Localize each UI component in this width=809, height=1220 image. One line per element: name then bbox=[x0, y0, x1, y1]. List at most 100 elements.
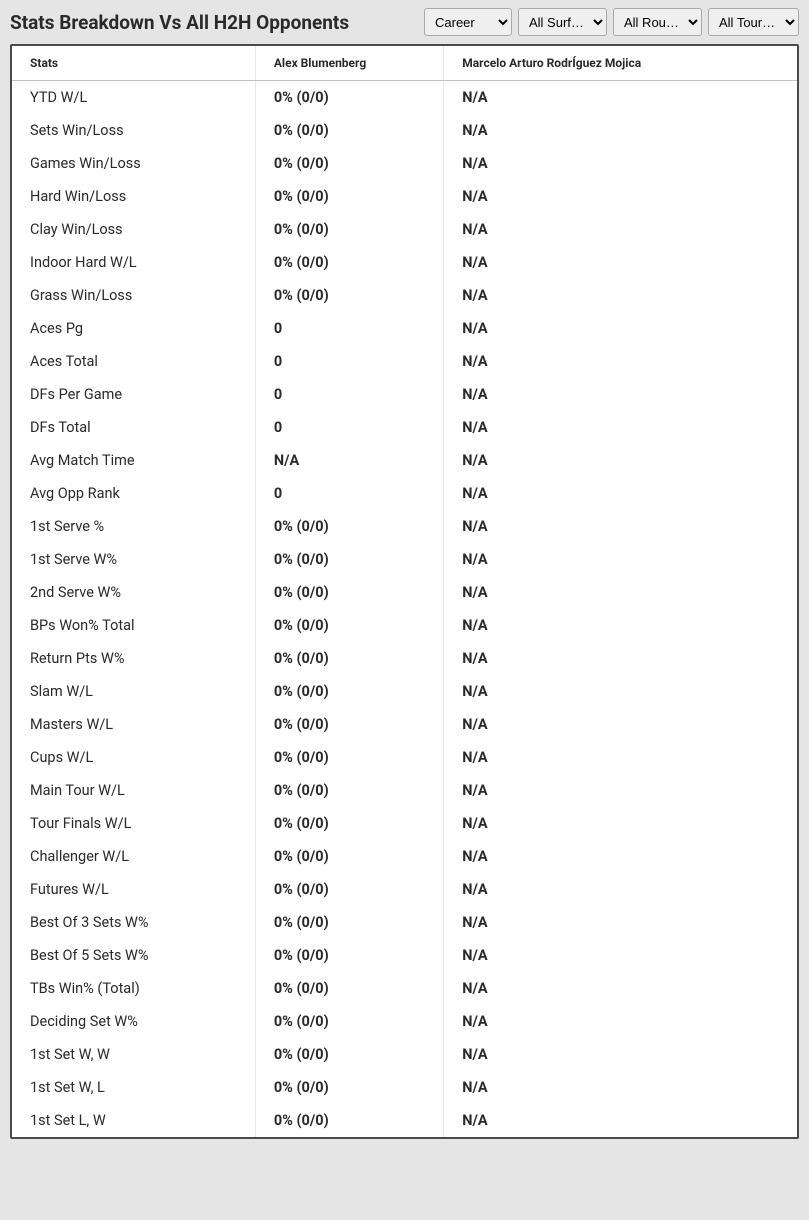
stat-value-player2: N/A bbox=[444, 1071, 797, 1104]
stat-value-player2: N/A bbox=[444, 840, 797, 873]
stat-label: Tour Finals W/L bbox=[12, 807, 255, 840]
stat-value-player1: 0% (0/0) bbox=[255, 510, 443, 543]
table-row: Cups W/L0% (0/0)N/A bbox=[12, 741, 797, 774]
stat-value-player1: 0% (0/0) bbox=[255, 873, 443, 906]
stat-label: Deciding Set W% bbox=[12, 1005, 255, 1038]
column-header-player2: Marcelo Arturo RodrÍguez Mojica bbox=[444, 46, 797, 81]
stat-label: Main Tour W/L bbox=[12, 774, 255, 807]
period-select[interactable]: Career bbox=[424, 8, 512, 36]
stat-value-player1: 0% (0/0) bbox=[255, 840, 443, 873]
stat-value-player1: 0% (0/0) bbox=[255, 114, 443, 147]
stat-value-player1: 0% (0/0) bbox=[255, 1038, 443, 1071]
page-title: Stats Breakdown Vs All H2H Opponents bbox=[10, 11, 349, 34]
table-row: Avg Opp Rank0N/A bbox=[12, 477, 797, 510]
stat-value-player2: N/A bbox=[444, 642, 797, 675]
stat-value-player2: N/A bbox=[444, 675, 797, 708]
stat-value-player2: N/A bbox=[444, 312, 797, 345]
table-row: Clay Win/Loss0% (0/0)N/A bbox=[12, 213, 797, 246]
table-row: TBs Win% (Total)0% (0/0)N/A bbox=[12, 972, 797, 1005]
stat-label: Games Win/Loss bbox=[12, 147, 255, 180]
stat-label: Return Pts W% bbox=[12, 642, 255, 675]
column-header-stats: Stats bbox=[12, 46, 255, 81]
stat-label: 1st Set W, W bbox=[12, 1038, 255, 1071]
stat-value-player2: N/A bbox=[444, 114, 797, 147]
surface-select[interactable]: All Surf… bbox=[518, 8, 607, 36]
stat-value-player1: 0 bbox=[255, 477, 443, 510]
stat-value-player2: N/A bbox=[444, 81, 797, 115]
stat-value-player2: N/A bbox=[444, 378, 797, 411]
tournament-select[interactable]: All Tour… bbox=[708, 8, 799, 36]
stat-label: Masters W/L bbox=[12, 708, 255, 741]
stat-value-player1: 0% (0/0) bbox=[255, 774, 443, 807]
stat-label: Slam W/L bbox=[12, 675, 255, 708]
stat-value-player2: N/A bbox=[444, 939, 797, 972]
table-row: 1st Serve W%0% (0/0)N/A bbox=[12, 543, 797, 576]
table-row: 1st Serve %0% (0/0)N/A bbox=[12, 510, 797, 543]
stat-value-player2: N/A bbox=[444, 246, 797, 279]
table-row: 1st Set W, W0% (0/0)N/A bbox=[12, 1038, 797, 1071]
table-row: 2nd Serve W%0% (0/0)N/A bbox=[12, 576, 797, 609]
stat-value-player1: 0% (0/0) bbox=[255, 1005, 443, 1038]
table-row: Hard Win/Loss0% (0/0)N/A bbox=[12, 180, 797, 213]
stat-value-player2: N/A bbox=[444, 906, 797, 939]
table-row: Main Tour W/L0% (0/0)N/A bbox=[12, 774, 797, 807]
table-row: 1st Set L, W0% (0/0)N/A bbox=[12, 1104, 797, 1137]
stat-label: Aces Pg bbox=[12, 312, 255, 345]
stat-label: Clay Win/Loss bbox=[12, 213, 255, 246]
stat-value-player2: N/A bbox=[444, 741, 797, 774]
round-select[interactable]: All Rou… bbox=[613, 8, 702, 36]
stat-value-player2: N/A bbox=[444, 411, 797, 444]
stat-label: Aces Total bbox=[12, 345, 255, 378]
stat-label: 1st Set W, L bbox=[12, 1071, 255, 1104]
stat-label: 1st Serve % bbox=[12, 510, 255, 543]
stat-value-player1: 0% (0/0) bbox=[255, 906, 443, 939]
stat-value-player1: 0 bbox=[255, 345, 443, 378]
stat-value-player1: 0% (0/0) bbox=[255, 279, 443, 312]
table-row: Best Of 3 Sets W%0% (0/0)N/A bbox=[12, 906, 797, 939]
table-row: Sets Win/Loss0% (0/0)N/A bbox=[12, 114, 797, 147]
stat-value-player1: 0% (0/0) bbox=[255, 180, 443, 213]
page-header: Stats Breakdown Vs All H2H Opponents Car… bbox=[0, 0, 809, 44]
stat-label: Challenger W/L bbox=[12, 840, 255, 873]
stat-value-player1: 0% (0/0) bbox=[255, 708, 443, 741]
stat-value-player2: N/A bbox=[444, 972, 797, 1005]
stat-value-player2: N/A bbox=[444, 444, 797, 477]
stat-label: Hard Win/Loss bbox=[12, 180, 255, 213]
table-row: YTD W/L0% (0/0)N/A bbox=[12, 81, 797, 115]
table-row: Aces Pg0N/A bbox=[12, 312, 797, 345]
stat-value-player1: 0% (0/0) bbox=[255, 147, 443, 180]
table-header-row: Stats Alex Blumenberg Marcelo Arturo Rod… bbox=[12, 46, 797, 81]
table-row: BPs Won% Total0% (0/0)N/A bbox=[12, 609, 797, 642]
stat-value-player1: 0% (0/0) bbox=[255, 642, 443, 675]
stat-value-player1: 0% (0/0) bbox=[255, 246, 443, 279]
table-row: Masters W/L0% (0/0)N/A bbox=[12, 708, 797, 741]
table-row: Games Win/Loss0% (0/0)N/A bbox=[12, 147, 797, 180]
stat-value-player2: N/A bbox=[444, 807, 797, 840]
table-row: Best Of 5 Sets W%0% (0/0)N/A bbox=[12, 939, 797, 972]
stat-value-player1: 0% (0/0) bbox=[255, 807, 443, 840]
table-row: Futures W/L0% (0/0)N/A bbox=[12, 873, 797, 906]
table-row: Indoor Hard W/L0% (0/0)N/A bbox=[12, 246, 797, 279]
stat-value-player1: 0% (0/0) bbox=[255, 741, 443, 774]
table-row: Challenger W/L0% (0/0)N/A bbox=[12, 840, 797, 873]
stat-value-player1: 0% (0/0) bbox=[255, 939, 443, 972]
table-row: DFs Per Game0N/A bbox=[12, 378, 797, 411]
stat-label: Indoor Hard W/L bbox=[12, 246, 255, 279]
stat-value-player2: N/A bbox=[444, 279, 797, 312]
stat-value-player2: N/A bbox=[444, 609, 797, 642]
stat-label: 1st Set L, W bbox=[12, 1104, 255, 1137]
stat-value-player1: 0 bbox=[255, 378, 443, 411]
stat-value-player2: N/A bbox=[444, 477, 797, 510]
table-row: Return Pts W%0% (0/0)N/A bbox=[12, 642, 797, 675]
stat-value-player1: 0% (0/0) bbox=[255, 1071, 443, 1104]
stat-value-player2: N/A bbox=[444, 543, 797, 576]
stat-value-player1: 0% (0/0) bbox=[255, 675, 443, 708]
stat-label: DFs Per Game bbox=[12, 378, 255, 411]
stat-label: DFs Total bbox=[12, 411, 255, 444]
stats-table: Stats Alex Blumenberg Marcelo Arturo Rod… bbox=[12, 46, 797, 1137]
table-row: Grass Win/Loss0% (0/0)N/A bbox=[12, 279, 797, 312]
stat-label: Cups W/L bbox=[12, 741, 255, 774]
stat-label: Sets Win/Loss bbox=[12, 114, 255, 147]
stat-label: BPs Won% Total bbox=[12, 609, 255, 642]
stat-label: Best Of 3 Sets W% bbox=[12, 906, 255, 939]
